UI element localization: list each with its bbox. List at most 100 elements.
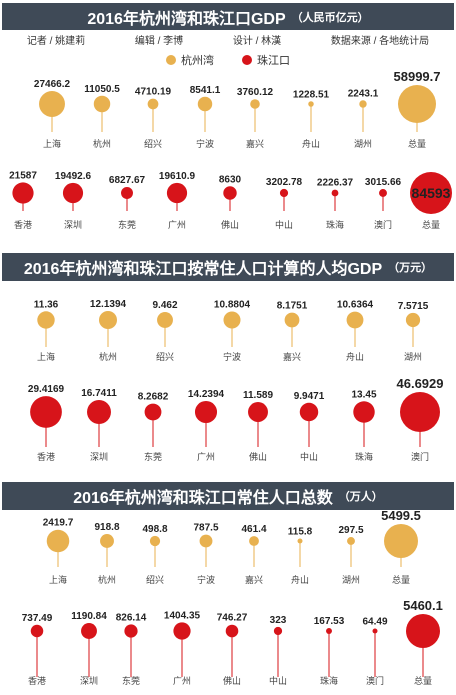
percap-title: 2016年杭州湾和珠江口按常住人口计算的人均GDP: [23, 261, 383, 278]
category-label: 澳门: [374, 219, 392, 230]
category-label: 广州: [173, 675, 191, 686]
bubble: [372, 628, 378, 634]
legend-item-hz: 杭州湾: [166, 52, 214, 68]
bubble: [273, 626, 283, 636]
value-label: 27466.2: [34, 79, 71, 90]
value-label: 8630: [219, 174, 242, 185]
value-label: 58999.7: [394, 69, 441, 84]
value-label: 1228.51: [293, 89, 330, 100]
value-label: 6827.67: [109, 175, 146, 186]
gdp-title-band: 2016年杭州湾和珠江口GDP （人民币亿元）: [2, 3, 454, 30]
credit-editor: 编辑 / 李博: [134, 36, 184, 47]
category-label: 绍兴: [156, 351, 174, 362]
category-label: 东莞: [144, 451, 162, 462]
value-label: 9.462: [152, 300, 177, 311]
value-label: 918.8: [94, 522, 119, 533]
category-label: 湖州: [342, 575, 360, 585]
bubble: [194, 400, 218, 424]
category-label: 宁波: [197, 574, 215, 585]
bubble: [157, 312, 173, 328]
bubble: [30, 396, 62, 428]
value-label: 498.8: [142, 524, 167, 535]
category-label: 珠海: [320, 675, 338, 686]
bubble: [12, 182, 34, 204]
value-label: 461.4: [241, 524, 266, 535]
legend-label-hz: 杭州湾: [181, 55, 214, 67]
category-label: 杭州: [99, 351, 117, 362]
category-label: 珠海: [355, 451, 373, 462]
bubble: [149, 535, 161, 547]
category-label: 珠海: [326, 219, 344, 230]
category-label: 绍兴: [146, 574, 164, 585]
category-label: 总量: [414, 675, 432, 686]
value-label: 115.8: [288, 527, 313, 538]
value-label: 746.27: [217, 613, 248, 624]
value-label: 14.2394: [188, 389, 225, 400]
value-label: 8541.1: [190, 85, 221, 96]
value-label: 12.1394: [90, 299, 127, 310]
value-label: 46.6929: [397, 376, 444, 391]
bubble: [410, 172, 452, 214]
bubble: [166, 182, 188, 204]
category-label: 东莞: [118, 219, 136, 230]
bubble: [124, 624, 138, 638]
value-label: 8.1751: [277, 301, 308, 312]
bubble: [331, 189, 339, 197]
legend-item-zj: 珠江口: [242, 52, 290, 68]
bubble: [197, 96, 213, 112]
value-label: 5499.5: [381, 508, 421, 523]
value-label: 826.14: [116, 612, 147, 623]
bubble: [284, 312, 300, 328]
category-label: 中山: [300, 451, 318, 462]
bubble: [199, 534, 213, 548]
credit-designer: 设计 / 林漢: [232, 36, 282, 47]
value-label: 737.49: [22, 613, 53, 624]
category-label: 上海: [37, 351, 55, 362]
value-label: 8.2682: [138, 392, 169, 403]
value-label: 11.36: [34, 299, 59, 310]
value-label: 1190.84: [71, 611, 107, 622]
bubble: [173, 622, 191, 640]
category-label: 湖州: [354, 139, 372, 149]
bubble: [81, 623, 97, 639]
category-label: 深圳: [80, 676, 98, 686]
bubble: [99, 311, 117, 329]
category-label: 总量: [422, 219, 440, 230]
bubble: [30, 624, 44, 638]
category-label: 宁波: [196, 138, 214, 149]
value-label: 29.4169: [28, 384, 65, 395]
bubble: [398, 85, 436, 123]
category-label: 舟山: [346, 351, 364, 362]
value-label: 7.5715: [398, 301, 429, 312]
value-label: 3760.12: [237, 87, 274, 98]
bubble: [37, 311, 55, 329]
category-label: 东莞: [122, 675, 140, 686]
category-label: 绍兴: [144, 138, 162, 149]
pop-title-band: 2016年杭州湾和珠江口常住人口总数 （万人）: [2, 482, 454, 510]
value-label: 297.5: [338, 525, 363, 536]
bubble: [384, 524, 418, 558]
value-label: 19610.9: [159, 171, 196, 182]
credit-reporter: 记者 / 姚建莉: [26, 36, 86, 47]
value-label: 167.53: [314, 616, 345, 627]
category-label: 总量: [392, 574, 410, 585]
category-label: 湖州: [404, 352, 422, 362]
value-label: 2243.1: [348, 88, 379, 99]
value-label: 9.9471: [294, 391, 325, 402]
value-label: 1404.35: [164, 610, 201, 621]
value-label: 11050.5: [84, 84, 120, 95]
bubble: [147, 98, 159, 110]
bubble: [144, 403, 162, 421]
bubble: [250, 99, 260, 109]
value-label: 5460.1: [403, 598, 443, 613]
value-label: 11.589: [243, 390, 273, 401]
bubble: [223, 311, 241, 329]
bubble: [400, 392, 440, 432]
category-label: 广州: [168, 219, 186, 230]
bubble: [248, 402, 268, 422]
bubble: [46, 529, 70, 553]
bubble: [346, 311, 364, 329]
value-label: 16.7411: [81, 388, 117, 399]
bubble: [39, 91, 65, 117]
bubble: [405, 312, 421, 328]
